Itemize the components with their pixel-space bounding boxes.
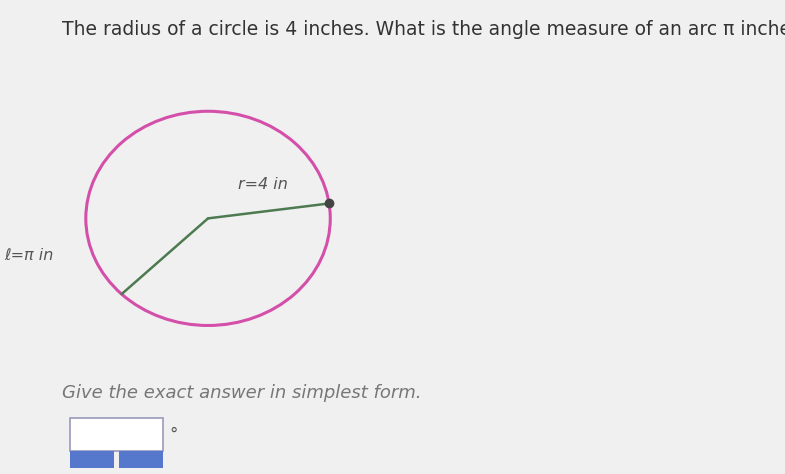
Text: °: ° [170,426,177,444]
Text: r=4 in: r=4 in [239,177,288,192]
Text: ℓ=π in: ℓ=π in [5,248,54,263]
FancyBboxPatch shape [70,418,162,451]
Text: Give the exact answer in simplest form.: Give the exact answer in simplest form. [62,383,422,401]
Text: The radius of a circle is 4 inches. What is the angle measure of an arc π inches: The radius of a circle is 4 inches. What… [62,20,785,39]
FancyBboxPatch shape [70,451,114,467]
FancyBboxPatch shape [119,451,163,467]
